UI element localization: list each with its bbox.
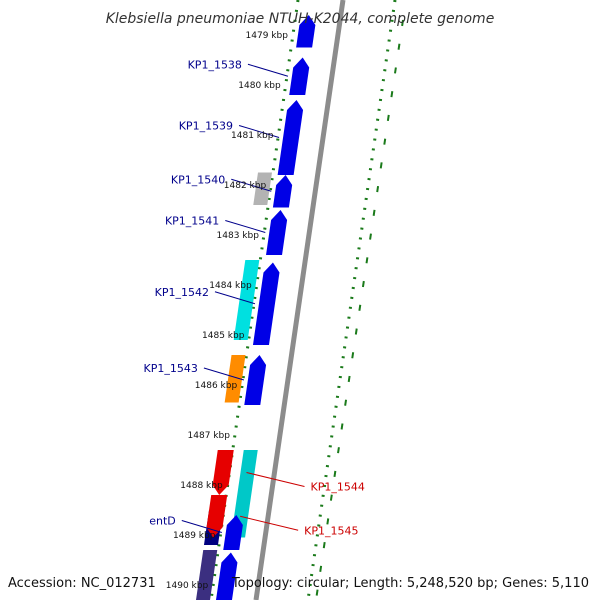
gene-arrow[interactable]: [289, 57, 310, 96]
kbp-tick-label: 1479 kbp: [246, 31, 289, 41]
gene-label-kp1_1541[interactable]: KP1_1541: [165, 215, 219, 228]
annotation-bar[interactable]: [195, 550, 218, 600]
gene-label-leader: [203, 367, 245, 381]
unlabeled-gene-arrow[interactable]: [215, 552, 238, 600]
kbp-tick-labels: 1479 kbp 1480 kbp 1481 kbp 1482 kbp 1483 kbp…: [166, 31, 288, 591]
kbp-tick-label: 1490 kbp: [166, 581, 209, 591]
gene-label-leader: [181, 520, 222, 533]
gene-label-kp1_1539[interactable]: KP1_1539: [179, 120, 233, 133]
gene-label-kp1_1543[interactable]: KP1_1543: [144, 362, 198, 375]
tick-dots-inner-right: [306, 0, 397, 600]
gene-label-leader: [247, 63, 289, 77]
gene-label-leader: [225, 220, 266, 233]
gene-arrow[interactable]: [206, 495, 228, 538]
genome-backbone: [253, 0, 346, 600]
gene-label-kp1_1542[interactable]: KP1_1542: [155, 286, 209, 299]
gene-label-leader: [246, 472, 305, 487]
tick-dots-outer-right: [315, 19, 404, 600]
kbp-tick-label: 1486 kbp: [195, 381, 238, 391]
kbp-tick-label: 1482 kbp: [224, 181, 267, 191]
map-title: Klebsiella pneumoniae NTUH-K2044, comple…: [106, 11, 495, 27]
gene-label-leader: [240, 515, 299, 531]
gene-label-entd[interactable]: entD: [149, 515, 176, 528]
gene-arrow[interactable]: [272, 175, 293, 208]
gene-label-leader: [231, 178, 272, 192]
unlabeled-gene-arrow[interactable]: [296, 15, 316, 48]
gene-arrow[interactable]: [252, 262, 280, 346]
kbp-tick-label: 1481 kbp: [231, 131, 274, 141]
backbone-line: [253, 0, 346, 600]
gene-label-kp1_1544[interactable]: KP1_1544: [310, 481, 364, 494]
tick-dot-tracks: [209, 0, 404, 600]
gene-labels: KP1_1538 KP1_1539 KP1_1540 KP1_1541 KP1_1542…: [144, 58, 365, 537]
gene-arrow[interactable]: [212, 450, 234, 495]
kbp-tick-label: 1487 kbp: [188, 431, 231, 441]
kbp-tick-label: 1488 kbp: [180, 481, 223, 491]
tick-dots-inner-left: [209, 0, 300, 600]
annotation-bar[interactable]: [233, 260, 260, 340]
gene-label-leader: [214, 291, 256, 305]
gene-label-kp1_1545[interactable]: KP1_1545: [304, 524, 358, 537]
kbp-tick-label: 1485 kbp: [202, 331, 245, 341]
topology-label: Topology: circular; Length: 5,248,520 bp…: [231, 576, 589, 591]
gene-arrow[interactable]: [223, 515, 243, 550]
kbp-tick-label: 1484 kbp: [209, 281, 252, 291]
kbp-tick-label: 1483 kbp: [217, 231, 260, 241]
accession-label: Accession: NC_012731: [8, 576, 156, 591]
gene-arrow[interactable]: [277, 100, 304, 175]
feature-tracks: [195, 15, 316, 600]
gene-arrow[interactable]: [266, 210, 288, 255]
annotation-bar[interactable]: [231, 450, 258, 538]
annotation-bar[interactable]: [224, 355, 246, 403]
kbp-tick-label: 1480 kbp: [238, 81, 281, 91]
gene-label-kp1_1538[interactable]: KP1_1538: [188, 58, 242, 71]
gene-label-leader: [238, 125, 280, 138]
gene-label-kp1_1540[interactable]: KP1_1540: [171, 173, 225, 186]
gene-arrow[interactable]: [244, 355, 267, 405]
kbp-tick-label: 1489 kbp: [173, 531, 216, 541]
